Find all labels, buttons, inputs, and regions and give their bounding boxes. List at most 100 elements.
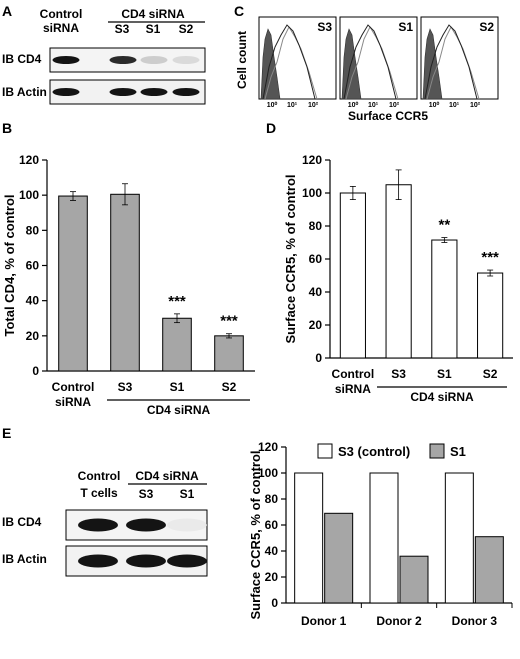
legend-swatch [317, 443, 333, 459]
blot-a-row-label: IB Actin [2, 85, 47, 99]
group-label: CD4 siRNA [410, 390, 474, 404]
panel-letter-e: E [2, 425, 11, 441]
histogram-tag: S1 [398, 20, 413, 34]
blot-band [52, 88, 80, 96]
blot-a-lane-label: S1 [146, 22, 161, 36]
bar [110, 193, 140, 372]
panel-letter-a: A [2, 3, 12, 19]
panel-a: A Control siRNA CD4 siRNA S3 S1 S2 IB CD… [2, 3, 206, 105]
blot-band [78, 518, 118, 532]
bar [324, 512, 354, 604]
y-tick-label: 120 [19, 153, 39, 167]
blot-a-bands [52, 56, 200, 96]
histogram-sample-line [343, 24, 397, 100]
blot-a-lane-label: S3 [115, 22, 130, 36]
y-tick-label: 100 [302, 186, 322, 200]
bar [339, 192, 366, 359]
histogram-tick-label: 10² [308, 102, 319, 109]
histogram-ylabel: Cell count [235, 31, 249, 89]
histogram-isotype-fill [260, 28, 281, 100]
bar [477, 272, 504, 359]
y-tick-label: 0 [271, 596, 278, 610]
histogram-tick-label: 10² [470, 102, 481, 109]
blot-a-control-label-2: siRNA [43, 21, 79, 35]
y-tick-label: 20 [265, 570, 279, 584]
x-tick-label: Control [52, 380, 95, 394]
blot-a-lane-label: S2 [179, 22, 194, 36]
histogram-isotype-fill [341, 28, 362, 100]
blot-e-lane-label: S3 [139, 487, 154, 501]
bar [294, 472, 324, 604]
histogram-xlabel: Surface CCR5 [348, 109, 428, 123]
y-axis-label: Surface CCR5, % of control [283, 174, 298, 343]
legend-label: S1 [450, 444, 466, 459]
bar [214, 335, 244, 372]
blot-band [78, 554, 118, 568]
y-tick-label: 60 [309, 252, 323, 266]
significance-label: *** [481, 249, 499, 266]
bar [431, 239, 458, 359]
x-tick-label: S2 [483, 367, 498, 381]
panel-c: C Cell count Surface CCR5 S3 10⁰ 10¹ 10² S1 1… [234, 3, 499, 123]
x-tick-label: Control [332, 367, 375, 381]
histogram-sample-line [424, 24, 478, 100]
blot-band [172, 56, 200, 64]
y-tick-label: 60 [26, 259, 40, 273]
histogram-tick-label: 10⁰ [429, 101, 440, 109]
panel-e-blot: E Control T cells CD4 siRNA S3 S1 IB CD4… [2, 425, 208, 577]
blot-band [109, 56, 137, 64]
y-tick-label: 80 [265, 492, 279, 506]
y-tick-label: 80 [309, 219, 323, 233]
blot-band [52, 56, 80, 64]
blot-e-lane-label: S1 [180, 487, 195, 501]
bar [58, 195, 88, 372]
histogram-tag: S3 [317, 20, 332, 34]
y-tick-label: 0 [315, 351, 322, 365]
blot-e-control-label-1: Control [78, 469, 121, 483]
blot-e-control-label-2: T cells [80, 486, 118, 500]
bar [399, 555, 429, 604]
blot-e-row-label: IB Actin [2, 552, 47, 566]
y-tick-label: 40 [309, 285, 323, 299]
y-tick-label: 40 [26, 294, 40, 308]
bar [369, 472, 399, 604]
panel-letter-b: B [2, 120, 12, 136]
x-tick-label: siRNA [335, 382, 371, 396]
histogram-isotype-fill [422, 28, 443, 100]
blot-e-row-label: IB CD4 [2, 515, 42, 529]
blot-e-bands [78, 518, 207, 568]
panel-letter-c: C [234, 3, 244, 19]
y-tick-label: 0 [32, 364, 39, 378]
y-tick-label: 120 [302, 153, 322, 167]
y-tick-label: 100 [19, 188, 39, 202]
bar [444, 472, 474, 604]
blot-a-control-label-1: Control [40, 7, 83, 21]
blot-band [126, 554, 166, 568]
blot-band [140, 56, 168, 64]
histogram-tick-label: 10¹ [449, 102, 460, 109]
blot-band [167, 554, 207, 568]
blot-band [167, 518, 207, 532]
blot-band [109, 88, 137, 96]
y-tick-label: 40 [265, 544, 279, 558]
x-tick-label: S1 [170, 380, 185, 394]
x-tick-label: Donor 3 [452, 614, 498, 628]
y-tick-label: 80 [26, 223, 40, 237]
y-tick-label: 120 [258, 440, 278, 454]
x-tick-label: S3 [391, 367, 406, 381]
histogram-tick-label: 10⁰ [348, 101, 359, 109]
y-tick-label: 20 [26, 329, 40, 343]
histogram-tick-label: 10¹ [287, 102, 298, 109]
histogram-tick-label: 10¹ [368, 102, 379, 109]
y-tick-label: 60 [265, 518, 279, 532]
legend-label: S3 (control) [338, 444, 410, 459]
bar [162, 317, 192, 372]
blot-band [126, 518, 166, 532]
blot-a-row-label: IB CD4 [2, 52, 42, 66]
bar [474, 536, 504, 604]
blot-band [140, 88, 168, 96]
histogram-tick-label: 10² [389, 102, 400, 109]
